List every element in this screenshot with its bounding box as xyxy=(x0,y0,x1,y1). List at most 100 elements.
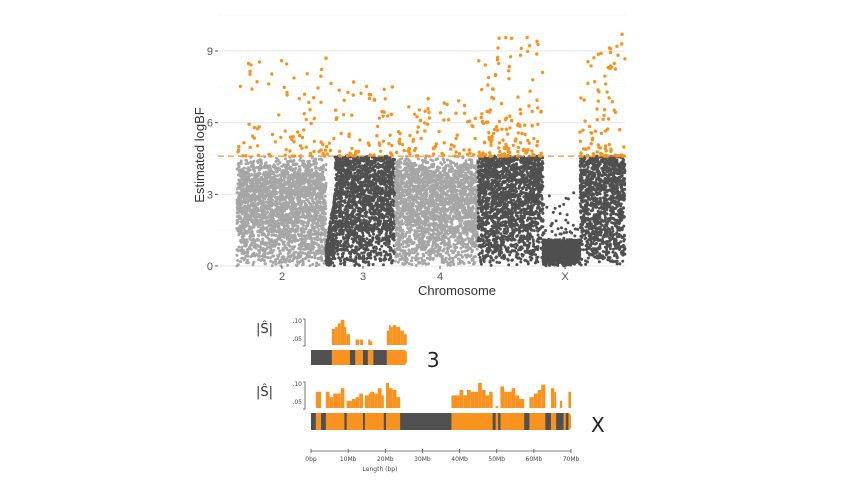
data-point xyxy=(386,175,390,179)
data-point xyxy=(325,246,329,250)
data-point xyxy=(242,249,246,253)
significant-point xyxy=(307,100,311,105)
data-point xyxy=(298,255,302,259)
data-point xyxy=(275,156,278,160)
significant-point xyxy=(359,91,363,96)
data-point xyxy=(293,245,297,248)
data-point xyxy=(334,156,338,160)
data-point xyxy=(292,207,296,211)
data-point xyxy=(236,207,240,211)
data-point xyxy=(342,192,346,196)
data-point xyxy=(306,160,310,163)
data-point xyxy=(322,261,326,265)
data-point xyxy=(244,206,248,210)
data-point xyxy=(360,170,364,174)
data-point xyxy=(388,253,392,257)
data-point xyxy=(286,226,290,230)
data-point xyxy=(342,236,346,240)
data-point xyxy=(347,175,351,179)
significant-point xyxy=(248,72,252,77)
data-point xyxy=(270,238,274,242)
data-point xyxy=(322,215,326,219)
data-point xyxy=(271,254,275,258)
data-point xyxy=(327,231,331,234)
significant-point xyxy=(387,142,391,146)
data-point xyxy=(323,194,327,198)
data-point xyxy=(313,159,317,163)
data-point xyxy=(384,220,388,224)
data-point xyxy=(301,262,305,266)
data-point xyxy=(312,232,315,236)
data-point xyxy=(343,208,347,212)
data-point xyxy=(313,256,317,260)
significant-point xyxy=(323,148,328,152)
data-point xyxy=(252,251,256,255)
data-point xyxy=(315,199,319,203)
data-point xyxy=(272,183,276,186)
data-point xyxy=(272,248,276,252)
data-point xyxy=(339,198,343,202)
significant-point xyxy=(285,62,289,66)
peak-point xyxy=(324,56,328,60)
data-point xyxy=(367,263,371,267)
data-point xyxy=(322,177,326,181)
data-point xyxy=(291,247,295,251)
data-point xyxy=(280,183,284,187)
data-point xyxy=(248,178,252,182)
data-point xyxy=(239,260,242,264)
data-point xyxy=(345,179,349,183)
data-point xyxy=(310,169,313,173)
data-point xyxy=(315,206,319,210)
manhattan-points xyxy=(235,32,627,268)
data-point xyxy=(264,235,268,238)
data-point xyxy=(380,187,384,191)
data-point xyxy=(339,262,343,266)
data-point xyxy=(275,209,279,213)
significant-point xyxy=(341,113,346,117)
data-point xyxy=(261,213,264,217)
significant-point xyxy=(377,141,381,145)
data-point xyxy=(349,195,353,199)
data-point xyxy=(318,197,322,201)
data-point xyxy=(366,253,370,257)
data-point xyxy=(362,246,366,250)
data-point xyxy=(324,228,328,232)
data-point xyxy=(286,252,290,255)
data-point xyxy=(307,235,311,239)
data-point xyxy=(274,160,278,163)
data-point xyxy=(389,246,393,250)
data-point xyxy=(350,187,353,191)
data-point xyxy=(318,181,322,185)
significant-point xyxy=(248,145,252,149)
data-point xyxy=(351,229,355,233)
data-point xyxy=(317,208,321,212)
data-point xyxy=(367,190,371,194)
data-point xyxy=(379,180,383,183)
data-point xyxy=(380,216,384,220)
significant-point xyxy=(238,84,242,89)
data-point xyxy=(353,188,357,192)
data-point xyxy=(313,166,317,170)
data-point xyxy=(340,181,344,185)
data-point xyxy=(332,195,336,199)
data-point xyxy=(237,165,241,169)
data-point xyxy=(319,190,323,193)
significant-point xyxy=(376,124,380,129)
data-point xyxy=(360,175,364,179)
data-point xyxy=(370,168,374,172)
data-point xyxy=(368,219,372,223)
data-point xyxy=(372,246,375,250)
data-point xyxy=(333,239,337,243)
significant-point xyxy=(316,86,320,90)
data-point xyxy=(253,219,257,223)
data-point xyxy=(254,198,258,201)
data-point xyxy=(253,184,257,188)
data-point xyxy=(379,251,383,255)
data-point xyxy=(316,221,320,225)
data-point xyxy=(239,185,242,189)
data-point xyxy=(303,191,307,195)
data-point xyxy=(306,224,310,228)
significant-point xyxy=(351,93,355,97)
data-point xyxy=(243,187,247,191)
data-point xyxy=(310,241,314,245)
